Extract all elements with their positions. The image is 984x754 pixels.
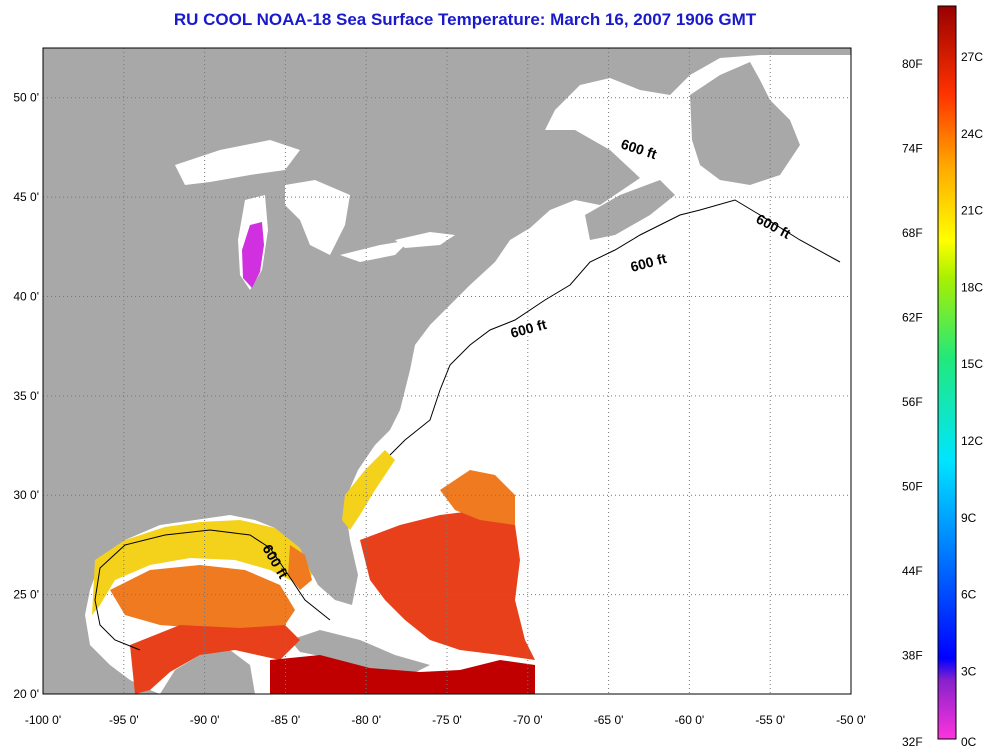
lon-tick-label: -90 0' bbox=[190, 713, 220, 727]
colorbar-f-label: 56F bbox=[902, 395, 923, 409]
lon-tick-label: -60 0' bbox=[675, 713, 705, 727]
colorbar-c-label: 15C bbox=[961, 357, 983, 371]
sst-carolina-shelf bbox=[342, 450, 395, 530]
lon-tick-label: -95 0' bbox=[109, 713, 139, 727]
lon-tick-label: -100 0' bbox=[25, 713, 61, 727]
lat-tick-label: 30 0' bbox=[13, 488, 39, 502]
colorbar bbox=[937, 5, 957, 740]
land-yucatan bbox=[160, 650, 255, 694]
lat-tick-label: 45 0' bbox=[13, 190, 39, 204]
lon-tick-label: -85 0' bbox=[271, 713, 301, 727]
sst-gulf-south bbox=[130, 625, 300, 694]
sst-gulf-shelf bbox=[92, 520, 312, 615]
colorbar-c-label: 27C bbox=[961, 50, 983, 64]
colorbar-f-label: 38F bbox=[902, 649, 923, 663]
lat-tick-label: 35 0' bbox=[13, 389, 39, 403]
sst-florida-keys bbox=[288, 545, 312, 590]
colorbar-f-label: 68F bbox=[902, 226, 923, 240]
map-border bbox=[42, 47, 852, 695]
sst-atlantic-mid bbox=[440, 470, 515, 525]
colorbar-f-label: 62F bbox=[902, 311, 923, 325]
colorbar-celsius-labels: 27C 24C 21C 18C 15C 12C 9C 6C 3C 0C bbox=[961, 50, 983, 749]
land-florida bbox=[300, 505, 358, 605]
colorbar-c-label: 0C bbox=[961, 735, 977, 749]
lon-tick-label: -75 0' bbox=[432, 713, 462, 727]
lon-tick-label: -65 0' bbox=[594, 713, 624, 727]
lon-tick-label: -50 0' bbox=[836, 713, 866, 727]
colorbar-f-label: 32F bbox=[902, 735, 923, 749]
sst-gulf-warm bbox=[110, 565, 295, 632]
land-nova-scotia bbox=[585, 180, 675, 240]
colorbar-f-label: 74F bbox=[902, 142, 923, 156]
lon-tick-label: -55 0' bbox=[755, 713, 785, 727]
map-grid bbox=[43, 48, 851, 694]
map-title: RU COOL NOAA-18 Sea Surface Temperature:… bbox=[173, 10, 757, 29]
land-newfoundland bbox=[690, 62, 800, 185]
colorbar-c-label: 21C bbox=[961, 204, 983, 218]
colorbar-f-label: 44F bbox=[902, 564, 923, 578]
isobath-600ft-gulf bbox=[94, 529, 331, 651]
lat-tick-label: 40 0' bbox=[13, 289, 39, 303]
latitude-tick-labels: 50 0' 45 0' 40 0' 35 0' 30 0' 25 0' 20 0' bbox=[13, 91, 39, 701]
longitude-tick-labels: -100 0' -95 0' -90 0' -85 0' -80 0' -75 0' -70… bbox=[25, 713, 866, 727]
isobath-600ft bbox=[389, 199, 841, 456]
sst-caribbean bbox=[270, 655, 535, 694]
colorbar-c-label: 12C bbox=[961, 434, 983, 448]
colorbar-f-label: 80F bbox=[902, 57, 923, 71]
lat-tick-label: 20 0' bbox=[13, 687, 39, 701]
lon-tick-label: -80 0' bbox=[351, 713, 381, 727]
colorbar-fahrenheit-labels: 80F 74F 68F 62F 56F 50F 44F 38F 32F bbox=[902, 57, 923, 749]
colorbar-c-label: 24C bbox=[961, 127, 983, 141]
colorbar-c-label: 3C bbox=[961, 664, 977, 678]
lat-tick-label: 25 0' bbox=[13, 588, 39, 602]
colorbar-c-label: 9C bbox=[961, 511, 977, 525]
lat-tick-label: 50 0' bbox=[13, 91, 39, 105]
colorbar-c-label: 6C bbox=[961, 588, 977, 602]
lake-michigan-sst bbox=[242, 222, 264, 288]
colorbar-f-label: 50F bbox=[902, 480, 923, 494]
colorbar-c-label: 18C bbox=[961, 280, 983, 294]
land-cuba bbox=[290, 630, 430, 675]
lon-tick-label: -70 0' bbox=[513, 713, 543, 727]
